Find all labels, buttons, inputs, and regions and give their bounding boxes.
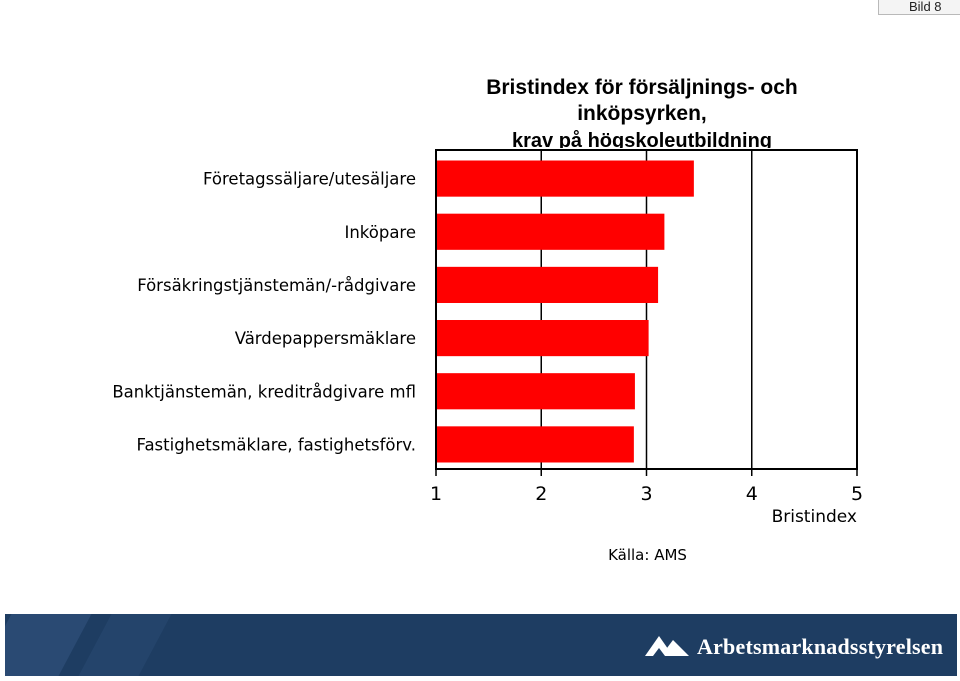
slide-number: Bild 8 [878, 0, 960, 15]
organization-name: Arbetsmarknadsstyrelsen [697, 634, 944, 659]
chart-subtitle: krav på högskoleutbildning [511, 130, 773, 148]
chart-title-block: Bristindex för försäljnings- och inköpsy… [438, 75, 846, 148]
x-tick-label: 1 [430, 483, 442, 505]
category-label: Fastighetsmäklare, fastighetsförv. [136, 435, 416, 454]
category-label: Inköpare [344, 223, 416, 242]
bar [437, 320, 649, 357]
category-label: Banktjänstemän, kreditrådgivare mfl [112, 382, 416, 401]
bar [437, 160, 694, 197]
bar [437, 266, 659, 303]
x-tick-label: 5 [851, 483, 863, 505]
x-axis-label: Bristindex [772, 507, 857, 527]
bar-chart: 1 2 3 4 5 Företagssäljare/utesäljare Inköpare F… [112, 149, 863, 527]
bar [437, 373, 635, 410]
footer-banner: Arbetsmarknadsstyrelsen [5, 614, 957, 676]
category-label: Försäkringstjänstemän/-rådgivare [137, 276, 416, 295]
category-label: Värdepappersmäklare [235, 329, 416, 348]
ams-logo-icon [645, 636, 689, 656]
bar [437, 213, 665, 250]
chart-title: Bristindex för försäljnings- och inköpsy… [486, 76, 798, 125]
x-tick-label: 4 [746, 483, 758, 505]
bar [437, 426, 634, 463]
source-note: Källa: AMS [608, 546, 687, 564]
x-tick-label: 3 [640, 483, 652, 505]
x-tick-label: 2 [535, 483, 547, 505]
category-label: Företagssäljare/utesäljare [203, 170, 416, 189]
